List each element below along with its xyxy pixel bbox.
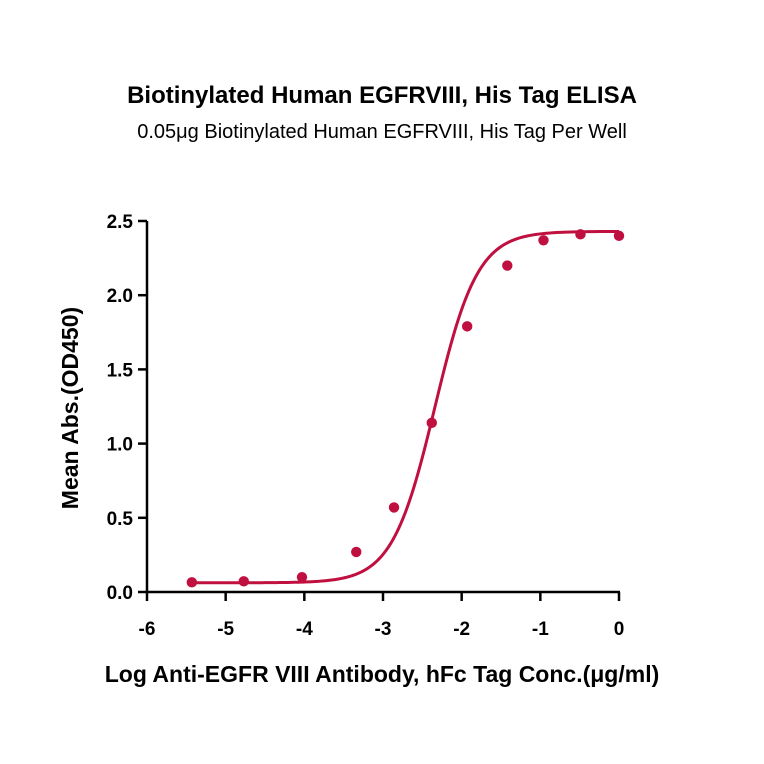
y-axis-label: Mean Abs.(OD450) [57,307,83,509]
x-tick-label: -6 [139,619,156,640]
data-point [461,321,473,332]
y-tick-label: 0.0 [107,583,133,604]
data-point [351,546,362,558]
x-tick-label: -1 [532,619,549,640]
y-tick-label: 1.0 [107,435,133,456]
y-tick-label: 2.0 [107,286,133,307]
fit-curve-layer [191,229,620,585]
fit-curve [191,229,620,585]
x-tick-label: -5 [217,619,234,640]
y-tick-label: 2.5 [107,212,134,233]
data-point [613,230,625,242]
data-point [538,235,549,246]
chart-subtitle: 0.05μg Biotinylated Human EGFRVIII, His … [137,121,627,143]
x-tick-label: 0 [614,619,625,640]
x-tick-label: -2 [453,619,470,640]
x-axis-label: Log Anti-EGFR VIII Antibody, hFc Tag Con… [105,661,660,687]
chart-title: Biotinylated Human EGFRVIII, His Tag ELI… [127,82,637,109]
data-point [388,502,400,513]
data-point [426,417,437,429]
x-tick-label: -3 [375,619,392,640]
axes: -6 -5 -4 -3 -2 -1 0 0.0 0.5 1.0 1.5 2.0 2.5 [107,212,625,640]
y-tick-label: 1.5 [107,360,134,381]
data-points-layer [186,229,625,588]
y-tick-label: 0.5 [107,509,134,530]
data-point [575,229,586,240]
x-tick-label: -4 [296,619,313,640]
data-point [186,577,198,588]
data-point [502,260,513,271]
data-point [238,576,249,587]
data-point [296,571,308,583]
